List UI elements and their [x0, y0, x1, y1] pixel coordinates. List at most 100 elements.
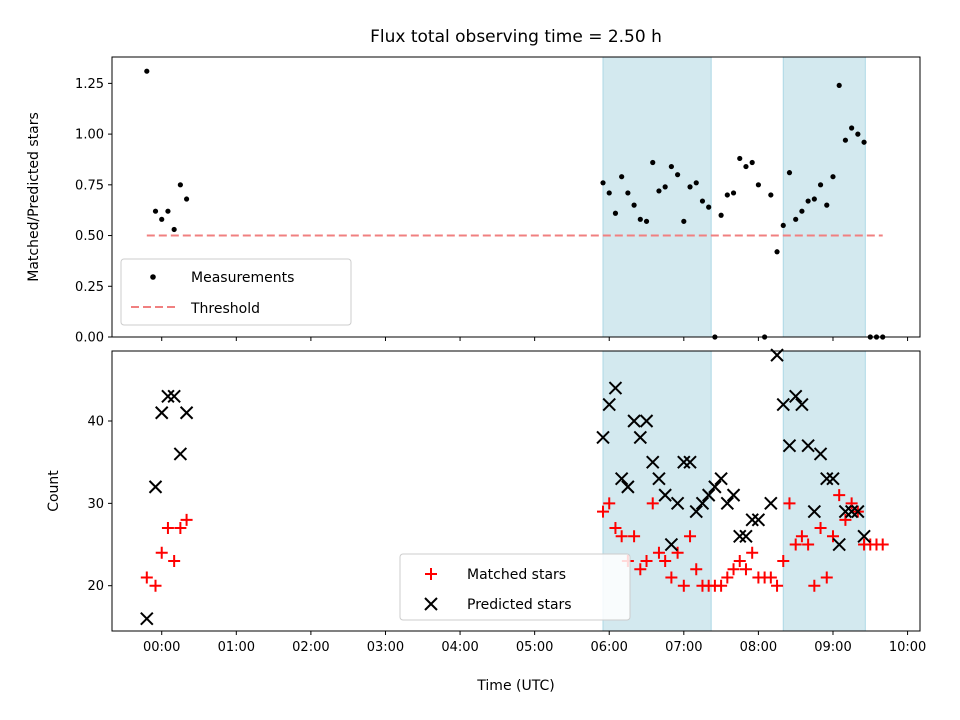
x-tick-label: 09:00	[814, 640, 851, 655]
legend-predicted-marker	[424, 597, 438, 611]
predicted-stars-point	[844, 504, 859, 519]
predicted-stars-point	[832, 537, 846, 552]
matched-stars-point	[771, 579, 784, 592]
measurement-point	[817, 182, 824, 188]
measurement-point	[793, 216, 799, 222]
predicted-stars-point	[639, 414, 654, 428]
bottom-legend: Matched stars Predicted stars	[399, 553, 631, 621]
measurement-point	[737, 155, 743, 162]
y-tick-label: 0.75	[75, 178, 104, 193]
x-tick-label: 05:00	[516, 640, 553, 655]
observing-window-shade	[782, 350, 866, 632]
matched-stars-point	[628, 530, 641, 543]
predicted-stars-point	[720, 496, 735, 511]
x-tick-label: 10:00	[889, 640, 926, 655]
matched-stars-point	[739, 563, 752, 576]
top-legend-box	[120, 258, 352, 326]
matched-stars-point	[603, 497, 616, 510]
matched-stars-point	[777, 555, 790, 567]
predicted-stars-point	[733, 529, 747, 544]
measurement-point	[836, 82, 842, 89]
matched-stars-point	[814, 522, 827, 535]
bottom-legend-box	[399, 553, 631, 621]
matched-stars-point	[783, 497, 796, 510]
measurement-point	[780, 222, 786, 229]
top-series-layer	[144, 68, 886, 340]
measurement-point	[619, 174, 625, 180]
legend-matched-marker	[425, 568, 437, 580]
measurement-point	[718, 212, 724, 218]
predicted-stars-point	[857, 529, 871, 544]
measurement-point	[774, 249, 780, 255]
matched-stars-point	[659, 555, 672, 567]
matched-stars-point	[652, 546, 665, 559]
measurement-point	[165, 208, 171, 214]
predicted-stars-point	[689, 504, 703, 519]
y-tick-label: 20	[87, 579, 104, 594]
measurement-point	[637, 216, 643, 222]
matched-stars-point	[721, 571, 734, 584]
predicted-stars-point	[614, 471, 629, 486]
measurement-point	[612, 210, 619, 216]
legend-threshold-label: Threshold	[190, 301, 260, 317]
predicted-stars-point	[140, 611, 154, 626]
measurement-point	[805, 198, 811, 204]
predicted-stars-point	[596, 430, 610, 445]
x-axis-label: Time (UTC)	[476, 678, 554, 694]
matched-stars-point	[833, 489, 846, 502]
top-y-axis-label: Matched/Predicted stars	[26, 112, 42, 282]
predicted-stars-point	[695, 496, 710, 511]
predicted-stars-point	[658, 488, 672, 502]
measurement-point	[668, 163, 674, 170]
y-tick-label: 1.00	[75, 128, 104, 143]
matched-stars-point	[646, 497, 659, 510]
matched-stars-point	[727, 563, 740, 576]
matched-stars-point	[677, 579, 690, 592]
measurement-point	[693, 180, 699, 186]
x-tick-label: 02:00	[292, 640, 329, 655]
predicted-stars-point	[167, 389, 181, 404]
predicted-stars-point	[608, 381, 623, 395]
predicted-stars-point	[745, 513, 759, 527]
bottom-axis-ticks: 00:00 01:00 02:00 03:00 04:00 05:00 06:00 07:00…	[87, 415, 926, 656]
predicted-stars-point	[838, 504, 853, 519]
top-legend: Measurements Threshold	[120, 258, 352, 326]
legend-measurements-marker	[150, 274, 156, 280]
matched-stars-point	[597, 505, 610, 518]
x-tick-label: 03:00	[367, 640, 404, 655]
matched-stars-point	[802, 538, 815, 551]
measurement-point	[656, 188, 662, 194]
matched-stars-point	[149, 579, 162, 592]
predicted-stars-point	[764, 496, 778, 511]
x-tick-label: 00:00	[143, 640, 180, 655]
ratio-panel: 0.00 0.25 0.50 0.75 1.00 1.25 Matched/Predict…	[26, 56, 921, 346]
measurement-point	[631, 202, 637, 208]
matched-stars-point	[609, 522, 622, 535]
matched-stars-point	[746, 546, 759, 559]
observing-window-shade	[782, 56, 866, 338]
measurement-point	[849, 125, 855, 131]
predicted-stars-point	[652, 471, 666, 486]
matched-stars-point	[789, 538, 802, 551]
y-tick-label: 0.50	[75, 229, 104, 244]
measurement-point	[842, 137, 849, 143]
chart-title: Flux total observing time = 2.50 h	[370, 27, 662, 47]
x-tick-label: 07:00	[665, 640, 702, 655]
measurement-point	[855, 131, 861, 137]
measurement-point	[606, 190, 612, 196]
matched-stars-point	[690, 563, 703, 576]
x-tick-label: 06:00	[590, 640, 627, 655]
bottom-series-layer	[140, 348, 889, 626]
observing-window-shade	[602, 56, 712, 338]
measurement-point	[600, 180, 606, 186]
predicted-stars-point	[677, 455, 691, 469]
legend-matched-label: Matched stars	[467, 567, 566, 583]
legend-predicted-label: Predicted stars	[467, 597, 572, 613]
top-plot-frame	[111, 56, 921, 338]
measurement-point	[152, 208, 159, 214]
measurement-point	[861, 139, 867, 145]
predicted-stars-point	[820, 471, 834, 486]
matched-stars-point	[820, 571, 833, 584]
measurement-point	[786, 170, 793, 176]
matched-stars-point	[839, 513, 852, 526]
